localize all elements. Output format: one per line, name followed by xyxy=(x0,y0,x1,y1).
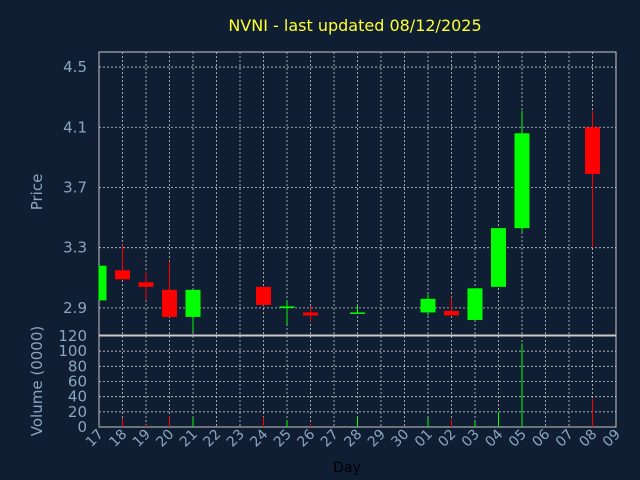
candle-body xyxy=(185,289,201,317)
candle-body xyxy=(162,289,177,317)
x-tick-label: 23 xyxy=(224,427,248,451)
candle-body xyxy=(350,312,365,314)
x-tick-label: 24 xyxy=(247,426,271,450)
x-tick-label: 28 xyxy=(341,427,365,451)
volume-tick-label: 60 xyxy=(68,373,87,391)
x-tick-label: 09 xyxy=(600,427,624,451)
x-tick-label: 04 xyxy=(482,426,506,450)
price-axis-label: Price xyxy=(28,174,46,211)
candle-body xyxy=(514,133,530,229)
volume-tick-label: 80 xyxy=(68,357,87,375)
volume-tick-label: 120 xyxy=(58,327,87,345)
x-tick-label: 06 xyxy=(529,426,553,450)
candle-body xyxy=(256,286,271,305)
x-tick-label: 20 xyxy=(153,427,177,451)
candle-body xyxy=(585,127,600,174)
candle-body xyxy=(115,270,130,280)
x-tick-label: 22 xyxy=(200,427,224,451)
x-tick-label: 25 xyxy=(271,427,295,451)
volume-axis-label: Volume (0000) xyxy=(28,326,46,436)
price-tick-label: 3.3 xyxy=(63,239,87,257)
x-tick-label: 18 xyxy=(106,427,130,451)
chart-title: NVNI - last updated 08/12/2025 xyxy=(228,16,481,35)
volume-tick-label: 0 xyxy=(77,418,87,436)
x-tick-label: 30 xyxy=(388,427,412,451)
candle-body xyxy=(279,306,295,308)
volume-tick-label: 20 xyxy=(68,403,87,421)
candle-body xyxy=(138,282,154,287)
candle-body xyxy=(303,312,318,316)
x-tick-label: 07 xyxy=(553,427,577,451)
x-tick-label: 01 xyxy=(412,427,436,451)
candle-body xyxy=(491,228,506,287)
price-panel: 2.9 3.3 3.7 4.1 4.5 xyxy=(63,51,617,336)
candle-body xyxy=(420,298,436,313)
x-tick-label: 08 xyxy=(576,427,600,451)
x-tick-label: 02 xyxy=(435,427,459,451)
price-tick-label: 3.7 xyxy=(63,178,87,196)
x-tick-label: 05 xyxy=(506,427,530,451)
candle-body xyxy=(467,288,483,320)
price-tick-label: 4.5 xyxy=(63,58,87,76)
candle-body xyxy=(99,265,107,301)
x-tick-label: 29 xyxy=(365,427,389,451)
volume-tick-label: 40 xyxy=(68,388,87,406)
x-axis-label: Day xyxy=(333,460,361,476)
price-tick-label: 4.1 xyxy=(63,118,87,136)
x-tick-label: 26 xyxy=(294,426,318,450)
volume-tick-label: 100 xyxy=(58,342,87,360)
price-tick-label: 2.9 xyxy=(63,299,87,317)
x-tick-label: 21 xyxy=(177,427,201,451)
candle-body xyxy=(444,310,459,316)
x-axis: 17 18 19 20 21 22 23 24 25 26 27 28 29 30 01 02 03 04 05 06… xyxy=(83,426,624,450)
x-tick-label: 27 xyxy=(318,427,342,451)
x-tick-label: 19 xyxy=(130,427,154,451)
x-tick-label: 03 xyxy=(459,427,483,451)
